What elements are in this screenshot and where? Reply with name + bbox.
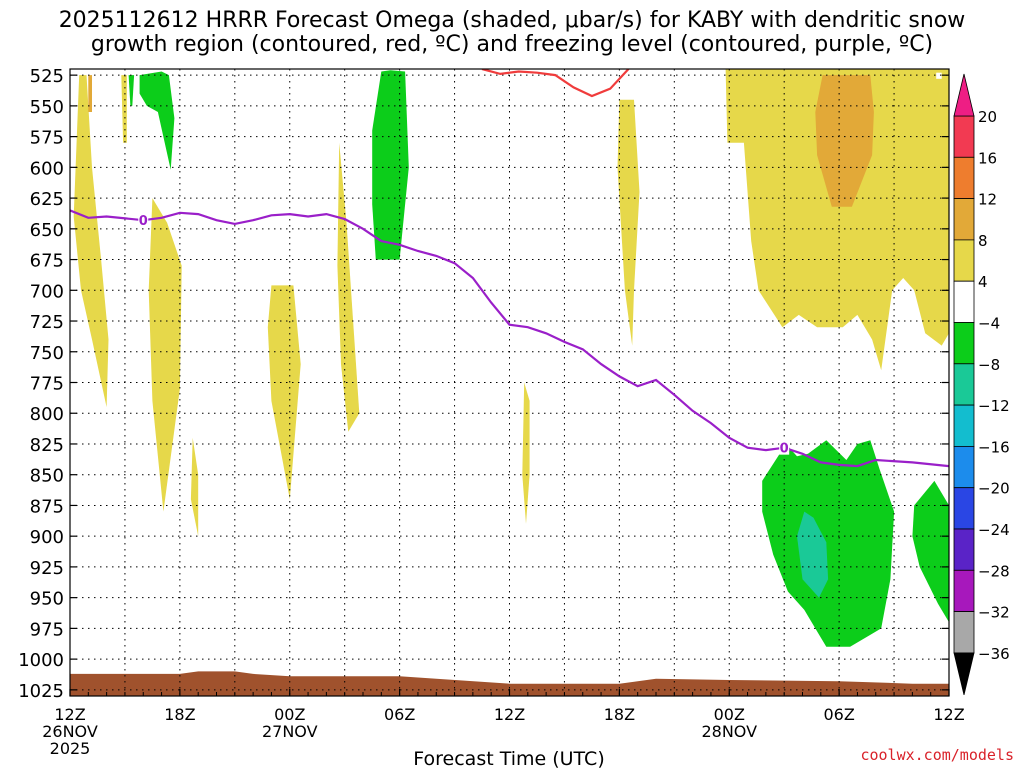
contour-lines: 00: [70, 69, 949, 468]
y-tick-label-850: 850: [30, 466, 64, 487]
colorbar-label-2: 12: [978, 191, 997, 209]
y-tick-label-875: 875: [30, 496, 64, 517]
colorbar-label-1: 16: [978, 149, 997, 167]
omega-region-6: [522, 382, 530, 524]
colorbar-label-8: −16: [978, 438, 1010, 456]
colorbar-swatch-4: [953, 280, 975, 323]
y-tick-label-1025: 1025: [18, 681, 64, 702]
chart-title-line-2: growth region (contoured, red, ºC) and f…: [90, 32, 934, 57]
colorbar-swatch-0: [953, 115, 975, 158]
colorbar: 20 16 12 8 4 −4 −8 −12 −16 −20 −24 −28 −32 −36: [953, 73, 1010, 695]
y-tick-label-575: 575: [30, 128, 64, 149]
x-tick-label-6: 18Z: [164, 705, 195, 724]
colorbar-swatch-11: [953, 569, 975, 612]
colorbar-label-7: −12: [978, 397, 1010, 415]
y-tick-label-800: 800: [30, 404, 64, 425]
y-tick-label-825: 825: [30, 435, 64, 456]
omega-region-0: [73, 75, 109, 408]
y-tick-label-975: 975: [30, 619, 64, 640]
x-tick-label-36: 00Z: [714, 705, 745, 724]
omega-region-12: [139, 71, 175, 170]
omega-region-16: [912, 480, 949, 623]
x-tick-label-24: 12Z: [494, 705, 525, 724]
source-credit: coolwx.com/models: [860, 746, 1014, 764]
freezing-label-bg-0: [138, 213, 149, 228]
colorbar-top-arrow: [953, 73, 975, 117]
colorbar-label-10: −24: [978, 521, 1010, 539]
omega-region-13: [372, 70, 409, 260]
omega-region-11: [936, 72, 942, 79]
y-tick-label-1000: 1000: [18, 650, 64, 671]
x-date-label-0: 26NOV: [42, 722, 98, 741]
colorbar-swatch-10: [953, 528, 975, 571]
pressure-axis: 525 550 575 600 625 650 675 700 725 750 775 800 825 8…: [18, 66, 949, 702]
x-tick-label-48: 12Z: [933, 705, 964, 724]
omega-region-7: [617, 99, 640, 346]
omega-region-3: [190, 437, 199, 537]
colorbar-label-13: −36: [978, 645, 1010, 663]
y-tick-label-525: 525: [30, 66, 64, 87]
x-tick-label-30: 18Z: [604, 705, 635, 724]
colorbar-swatch-12: [953, 611, 975, 654]
y-tick-label-900: 900: [30, 527, 64, 548]
colorbar-swatch-3: [953, 239, 975, 282]
omega-region-17: [797, 511, 829, 598]
colorbar-swatch-5: [953, 322, 975, 365]
colorbar-label-11: −28: [978, 562, 1010, 580]
freezing-label-1: 0: [780, 442, 789, 457]
colorbar-label-12: −32: [978, 604, 1010, 622]
y-tick-label-625: 625: [30, 189, 64, 210]
y-tick-label-950: 950: [30, 589, 64, 610]
y-tick-label-700: 700: [30, 281, 64, 302]
colorbar-swatch-7: [953, 404, 975, 447]
freezing-label-0: 0: [139, 214, 148, 229]
colorbar-swatch-1: [953, 156, 975, 200]
omega-region-1: [121, 75, 127, 143]
colorbar-label-0: 20: [978, 108, 997, 126]
y-tick-label-725: 725: [30, 312, 64, 333]
omega-region-9: [88, 75, 92, 112]
y-tick-label-750: 750: [30, 343, 64, 364]
y-tick-label-925: 925: [30, 558, 64, 579]
freezing-label-bg-1: [779, 440, 790, 455]
y-tick-label-550: 550: [30, 97, 64, 118]
x-tick-label-12: 00Z: [274, 705, 305, 724]
omega-shading: [73, 69, 949, 647]
omega-region-14: [128, 75, 135, 106]
omega-region-8: [725, 69, 949, 371]
colorbar-label-4: 4: [978, 273, 988, 291]
y-tick-label-600: 600: [30, 158, 64, 179]
dgz-contour: [481, 69, 630, 98]
x-date-label-36: 28NOV: [701, 722, 757, 741]
freezing-level-contour: [70, 209, 949, 468]
grid-lines: [70, 69, 949, 696]
colorbar-bottom-arrow: [953, 652, 975, 695]
x-date-label-12: 27NOV: [262, 722, 318, 741]
x-tick-label-0: 12Z: [54, 705, 85, 724]
chart-title-line-1: 2025112612 HRRR Forecast Omega (shaded, …: [58, 8, 966, 33]
omega-region-4: [267, 285, 301, 500]
omega-region-10: [815, 75, 874, 207]
colorbar-swatch-2: [953, 198, 975, 241]
y-tick-label-675: 675: [30, 251, 64, 272]
colorbar-swatch-9: [953, 487, 975, 530]
omega-region-15: [762, 440, 895, 647]
y-tick-label-650: 650: [30, 220, 64, 241]
colorbar-swatch-6: [953, 363, 975, 406]
omega-region-2: [148, 198, 182, 512]
y-tick-label-775: 775: [30, 374, 64, 395]
colorbar-label-6: −8: [978, 356, 1000, 374]
colorbar-label-5: −4: [978, 315, 1000, 333]
omega-region-5: [337, 142, 360, 432]
x-tick-label-18: 06Z: [384, 705, 415, 724]
x-year-label: 2025: [50, 739, 91, 758]
x-tick-label-42: 06Z: [823, 705, 854, 724]
colorbar-label-9: −20: [978, 480, 1010, 498]
x-axis-label: Forecast Time (UTC): [413, 748, 604, 768]
colorbar-label-3: 8: [978, 232, 988, 250]
colorbar-swatch-8: [953, 445, 975, 489]
